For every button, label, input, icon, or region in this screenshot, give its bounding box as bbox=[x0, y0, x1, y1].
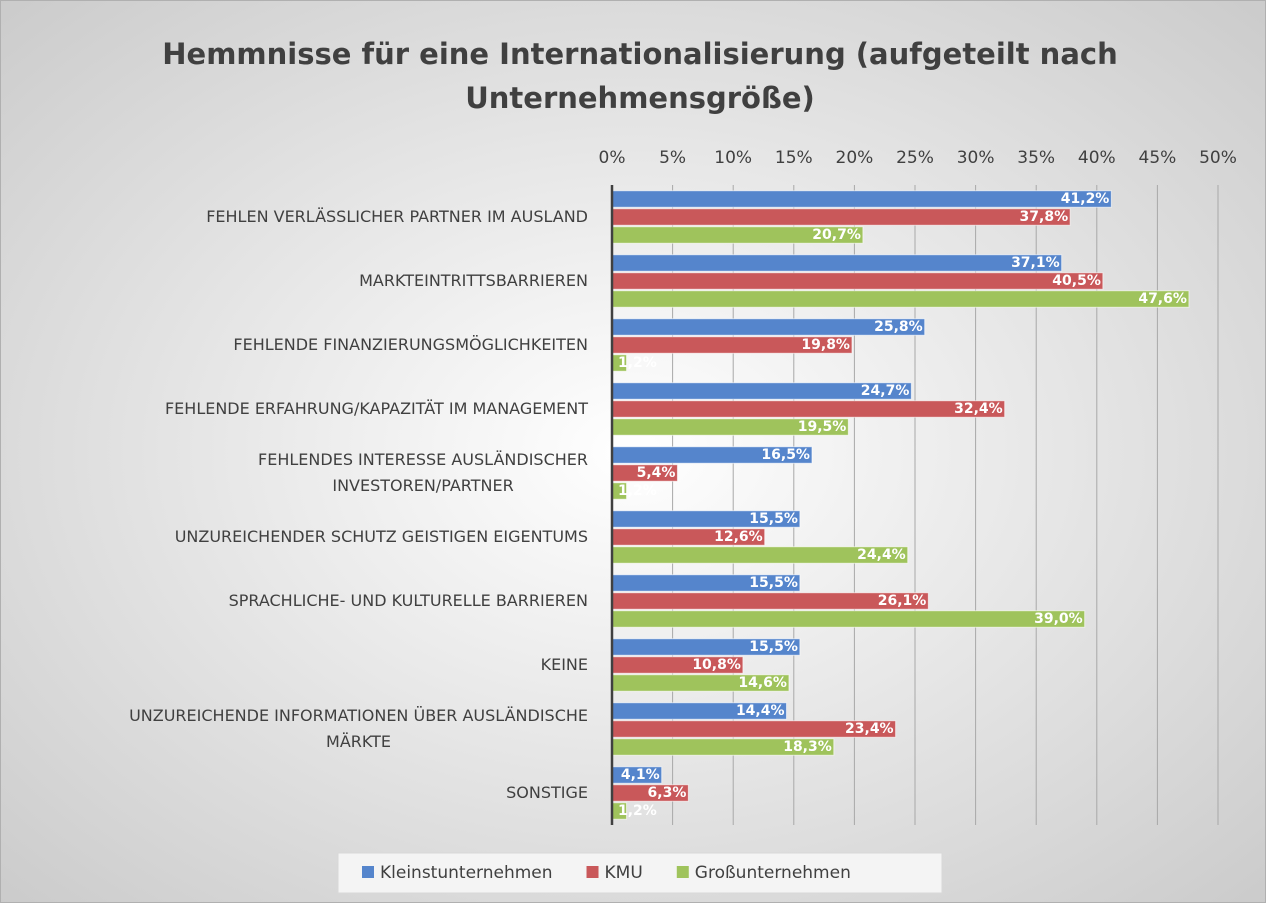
value-label: 32,4% bbox=[954, 401, 1003, 417]
y-tick-label: MARKTEINTRITTSBARRIEREN bbox=[359, 271, 588, 290]
x-tick-label: 25% bbox=[896, 148, 934, 168]
value-label: 12,6% bbox=[714, 529, 763, 545]
legend-swatch bbox=[586, 866, 599, 878]
bar bbox=[611, 290, 1190, 308]
value-label: 14,4% bbox=[736, 703, 785, 719]
value-label: 24,7% bbox=[861, 383, 910, 399]
x-tick-label: 20% bbox=[836, 148, 874, 168]
value-label: 25,8% bbox=[874, 319, 923, 335]
bar bbox=[611, 272, 1104, 290]
value-label: 23,4% bbox=[845, 721, 894, 737]
value-label: 19,8% bbox=[801, 337, 850, 353]
value-label: 1,2% bbox=[618, 483, 657, 499]
legend-swatch bbox=[676, 866, 689, 878]
bar bbox=[611, 254, 1063, 272]
bar bbox=[611, 610, 1086, 628]
value-label: 5,4% bbox=[637, 465, 676, 481]
y-tick-label: UNZUREICHENDER SCHUTZ GEISTIGEN EIGENTUM… bbox=[175, 527, 588, 546]
bar bbox=[611, 208, 1071, 226]
legend-swatch bbox=[362, 866, 374, 878]
x-tick-label: 45% bbox=[1139, 148, 1177, 168]
legend-label: KMU bbox=[605, 863, 643, 883]
x-tick-label: 50% bbox=[1199, 148, 1237, 168]
x-tick-label: 40% bbox=[1078, 148, 1116, 168]
y-tick-label: FEHLEN VERLÄSSLICHER PARTNER IM AUSLAND bbox=[206, 207, 588, 226]
y-tick-label: SONSTIGE bbox=[506, 783, 588, 802]
y-tick-label: SPRACHLICHE- UND KULTURELLE BARRIEREN bbox=[229, 591, 588, 610]
legend-label: Kleinstunternehmen bbox=[380, 863, 553, 883]
value-label: 41,2% bbox=[1061, 191, 1110, 207]
value-label: 4,1% bbox=[621, 767, 660, 783]
value-label: 1,2% bbox=[618, 355, 657, 371]
value-label: 6,3% bbox=[648, 785, 687, 801]
value-label: 1,2% bbox=[618, 803, 657, 819]
x-tick-label: 30% bbox=[957, 148, 995, 168]
value-label: 15,5% bbox=[749, 639, 798, 655]
value-label: 37,8% bbox=[1020, 209, 1069, 225]
bar bbox=[611, 400, 1006, 418]
x-tick-label: 0% bbox=[599, 148, 626, 168]
x-tick-label: 10% bbox=[714, 148, 752, 168]
value-label: 10,8% bbox=[692, 657, 741, 673]
value-label: 39,0% bbox=[1034, 611, 1083, 627]
value-label: 26,1% bbox=[878, 593, 927, 609]
bar bbox=[611, 190, 1112, 208]
y-tick-label: FEHLENDE FINANZIERUNGSMÖGLICHKEITEN bbox=[233, 335, 588, 354]
x-tick-label: 35% bbox=[1017, 148, 1055, 168]
value-label: 20,7% bbox=[812, 227, 861, 243]
y-tick-label: FEHLENDE ERFAHRUNG/KAPAZITÄT IM MANAGEME… bbox=[165, 399, 588, 418]
x-tick-label: 15% bbox=[775, 148, 813, 168]
value-label: 24,4% bbox=[857, 547, 906, 563]
legend-box bbox=[337, 852, 943, 894]
y-tick-label: FEHLENDES INTERESSE AUSLÄNDISCHER INVESTO… bbox=[258, 450, 588, 495]
legend-label: Großunternehmen bbox=[695, 863, 851, 883]
value-label: 16,5% bbox=[761, 447, 810, 463]
value-label: 19,5% bbox=[798, 419, 847, 435]
y-tick-label: UNZUREICHENDE INFORMATIONEN ÜBER AUSLÄND… bbox=[129, 706, 588, 751]
value-label: 37,1% bbox=[1011, 255, 1060, 271]
value-label: 18,3% bbox=[783, 739, 832, 755]
value-label: 40,5% bbox=[1052, 273, 1101, 289]
value-label: 14,6% bbox=[738, 675, 787, 691]
value-label: 47,6% bbox=[1138, 291, 1187, 307]
y-tick-label: KEINE bbox=[541, 655, 588, 674]
x-tick-label: 5% bbox=[659, 148, 686, 168]
value-label: 15,5% bbox=[749, 511, 798, 527]
chart-title: Hemmnisse für eine Internationalisierung… bbox=[162, 37, 1118, 115]
value-label: 15,5% bbox=[749, 575, 798, 591]
